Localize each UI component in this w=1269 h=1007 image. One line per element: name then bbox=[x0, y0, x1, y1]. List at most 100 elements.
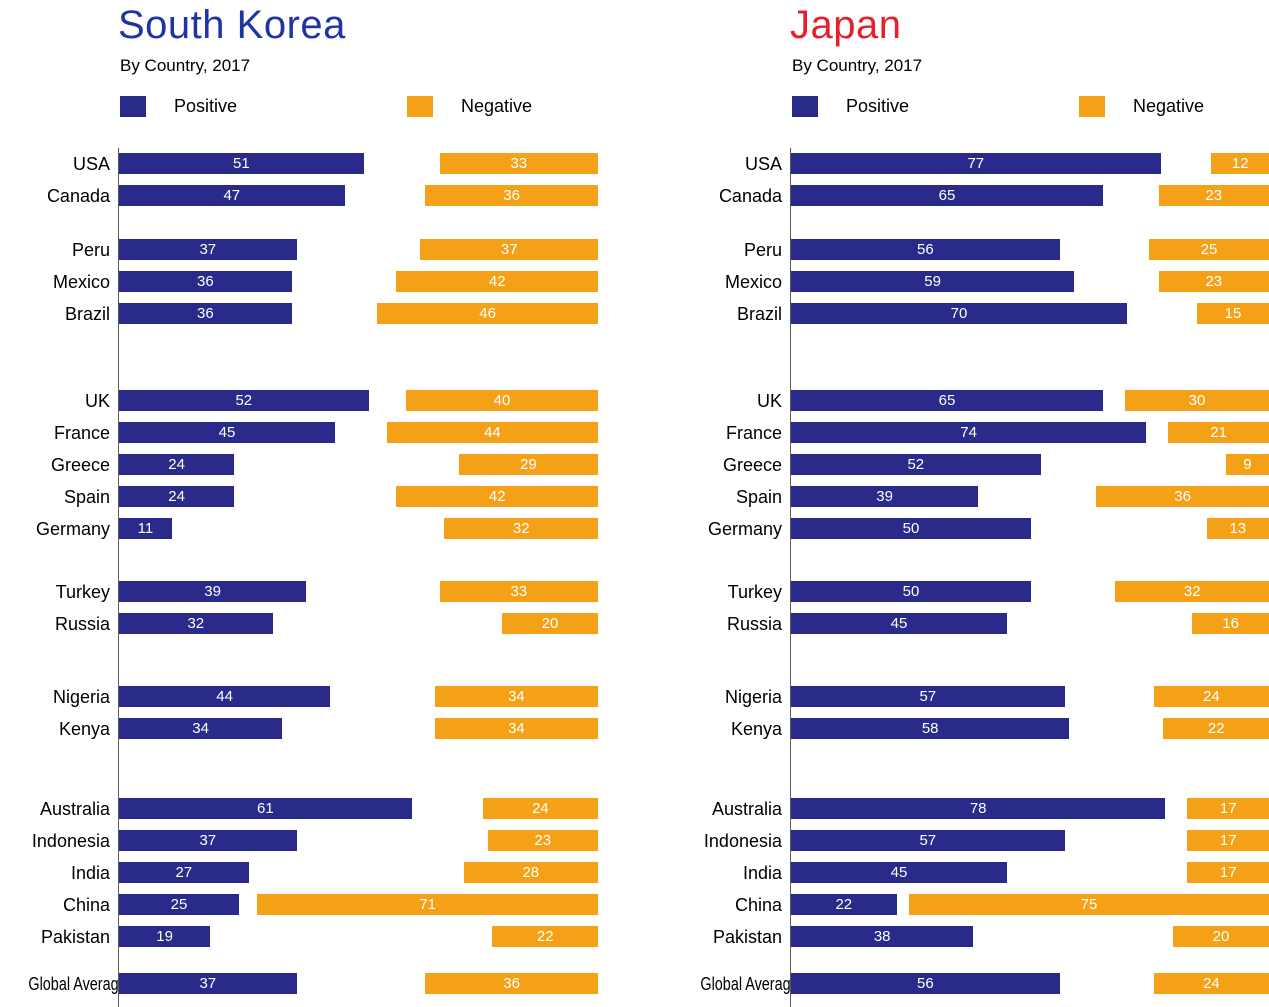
negative-value: 33 bbox=[510, 155, 528, 172]
negative-value: 29 bbox=[520, 456, 537, 473]
negative-value: 32 bbox=[1183, 583, 1201, 600]
negative-value: 34 bbox=[508, 720, 525, 737]
negative-bar: 20 bbox=[1173, 926, 1269, 947]
positive-bar: 36 bbox=[119, 303, 292, 324]
country-label: Pakistan bbox=[712, 926, 782, 947]
country-label: China bbox=[62, 894, 110, 915]
negative-value: 24 bbox=[1203, 975, 1220, 992]
y-axis-line bbox=[790, 148, 791, 1007]
positive-value: 52 bbox=[235, 392, 253, 409]
legend-item-positive: Positive bbox=[792, 96, 909, 117]
chart-row: Turkey 50 32 bbox=[678, 576, 1269, 608]
negative-value: 71 bbox=[419, 896, 436, 913]
chart-subtitle: By Country, 2017 bbox=[792, 56, 923, 75]
positive-bar: 58 bbox=[791, 718, 1070, 739]
bar-track: 45 17 bbox=[790, 857, 1269, 889]
positive-value: 22 bbox=[835, 896, 853, 913]
negative-value: 15 bbox=[1224, 305, 1242, 322]
negative-value: 28 bbox=[522, 864, 540, 881]
bar-track: 37 23 bbox=[118, 825, 598, 857]
chart-row: UK 65 30 bbox=[678, 385, 1269, 417]
chart-row: UK 52 40 bbox=[6, 385, 598, 417]
positive-bar: 56 bbox=[791, 239, 1060, 260]
positive-bar: 24 bbox=[119, 486, 235, 507]
positive-bar: 74 bbox=[791, 422, 1147, 443]
bar-track: 19 22 bbox=[118, 921, 598, 953]
positive-value: 36 bbox=[197, 273, 214, 290]
chart-row: Global Average 56 24 bbox=[678, 968, 1269, 1000]
chart-row: Peru 37 37 bbox=[6, 234, 598, 266]
negative-bar: 42 bbox=[396, 486, 598, 507]
positive-value: 57 bbox=[919, 832, 937, 849]
positive-bar: 39 bbox=[791, 486, 979, 507]
positive-value: 78 bbox=[969, 800, 987, 817]
bar-track: 74 21 bbox=[790, 417, 1269, 449]
negative-bar: 30 bbox=[1125, 390, 1269, 411]
negative-value: 37 bbox=[500, 241, 518, 258]
legend-label-positive: Positive bbox=[174, 96, 238, 116]
negative-bar: 28 bbox=[463, 862, 598, 883]
chart-row: China 25 71 bbox=[6, 889, 598, 921]
bar-track: 51 33 bbox=[118, 148, 598, 180]
country-label: Indonesia bbox=[703, 830, 782, 851]
chart-row: India 27 28 bbox=[6, 857, 598, 889]
country-label: Nigeria bbox=[724, 686, 782, 707]
negative-value: 9 bbox=[1243, 456, 1252, 473]
chart-row: Global Average 37 36 bbox=[6, 968, 598, 1000]
negative-bar: 17 bbox=[1187, 798, 1269, 819]
chart-row: Russia 32 20 bbox=[6, 608, 598, 640]
negative-bar: 16 bbox=[1192, 613, 1269, 634]
country-label: Russia bbox=[726, 613, 782, 634]
chart-row: USA 51 33 bbox=[6, 148, 598, 180]
positive-value: 44 bbox=[216, 688, 233, 705]
positive-bar: 44 bbox=[119, 686, 331, 707]
positive-bar: 70 bbox=[791, 303, 1127, 324]
country-label: France bbox=[53, 422, 110, 443]
negative-bar: 13 bbox=[1206, 518, 1269, 539]
country-label: Global Average bbox=[700, 973, 799, 994]
negative-value: 36 bbox=[503, 975, 520, 992]
negative-bar: 17 bbox=[1187, 830, 1269, 851]
negative-value: 75 bbox=[1080, 896, 1098, 913]
bar-track: 44 34 bbox=[118, 681, 598, 713]
positive-bar: 78 bbox=[791, 798, 1166, 819]
negative-value: 36 bbox=[1174, 488, 1191, 505]
bar-track: 56 25 bbox=[790, 234, 1269, 266]
negative-value: 33 bbox=[510, 583, 528, 600]
negative-bar: 22 bbox=[492, 926, 598, 947]
bar-track: 45 16 bbox=[790, 608, 1269, 640]
country-label: Australia bbox=[39, 798, 110, 819]
positive-bar: 61 bbox=[119, 798, 412, 819]
bar-track: 39 36 bbox=[790, 481, 1269, 513]
bar-track: 61 24 bbox=[118, 793, 598, 825]
positive-value: 47 bbox=[223, 187, 241, 204]
negative-bar: 36 bbox=[1096, 486, 1269, 507]
positive-bar: 57 bbox=[791, 830, 1065, 851]
positive-value: 37 bbox=[199, 241, 217, 258]
chart-row: Kenya 34 34 bbox=[6, 713, 598, 745]
negative-bar: 29 bbox=[458, 454, 598, 475]
positive-bar: 36 bbox=[119, 271, 292, 292]
country-label: Kenya bbox=[730, 718, 782, 739]
negative-bar: 33 bbox=[439, 581, 598, 602]
country-label: Russia bbox=[54, 613, 110, 634]
chart-row: Brazil 36 46 bbox=[6, 298, 598, 330]
country-label: Spain bbox=[735, 486, 782, 507]
chart-row: Spain 24 42 bbox=[6, 481, 598, 513]
positive-swatch-icon bbox=[792, 96, 818, 117]
negative-value: 16 bbox=[1222, 615, 1239, 632]
chart-legend: Positive Negative bbox=[120, 96, 600, 120]
bar-track: 52 9 bbox=[790, 449, 1269, 481]
positive-value: 34 bbox=[192, 720, 209, 737]
positive-bar: 37 bbox=[119, 239, 297, 260]
negative-value: 20 bbox=[541, 615, 559, 632]
negative-value: 44 bbox=[484, 424, 501, 441]
chart-row: Pakistan 19 22 bbox=[6, 921, 598, 953]
country-label: India bbox=[70, 862, 110, 883]
positive-value: 61 bbox=[257, 800, 274, 817]
bar-track: 24 29 bbox=[118, 449, 598, 481]
negative-value: 30 bbox=[1188, 392, 1206, 409]
negative-value: 24 bbox=[532, 800, 549, 817]
country-label: Global Average bbox=[28, 973, 127, 994]
